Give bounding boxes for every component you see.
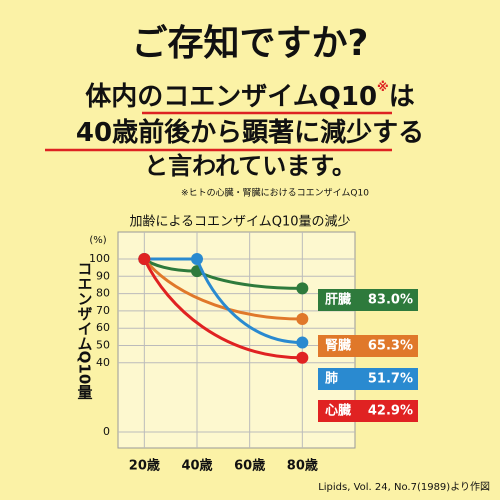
series-line [144, 257, 303, 345]
point [191, 253, 203, 265]
value-label: 42.9% [368, 404, 413, 419]
y-tick-label: 60 [96, 321, 110, 334]
value-label: 65.3% [368, 339, 413, 354]
x-tick-label: 60歳 [234, 458, 265, 474]
title: ご存知ですか? [132, 23, 369, 64]
text: する [372, 118, 424, 148]
y-label: コエンザイムQ10量 [76, 261, 94, 400]
mark: ※ [377, 80, 389, 94]
keyword: コエンザイムQ10 [163, 82, 377, 112]
point [296, 336, 309, 349]
legend-entry: 肝臓 [325, 292, 351, 308]
intro-line: 40歳前後から顕著に減少する [76, 117, 424, 148]
series-line [143, 258, 303, 321]
y-tick-label: 0 [103, 425, 110, 438]
y-tick-label: 70 [96, 304, 110, 317]
series-line [142, 258, 303, 360]
text: 体内の [85, 82, 163, 112]
label-box [318, 368, 418, 390]
note: ※ヒトの心臓・腎臓におけるコエンザイムQ10 [181, 188, 369, 199]
value-label: 83.0% [368, 293, 413, 308]
intro-line: 体内のコエンザイムQ10※は [85, 80, 414, 112]
plot-area [117, 231, 356, 449]
x-tick-label: 40歳 [181, 458, 212, 474]
legend-entry: 腎臓 [325, 338, 351, 354]
point [296, 313, 309, 326]
chart-title: 加齢によるコエンザイムQ10量の減少 [129, 214, 350, 230]
point [296, 282, 309, 295]
y-tick-label: 80 [96, 287, 110, 300]
y-tick-label: 50 [96, 339, 110, 352]
text: は [389, 82, 415, 112]
keyword: 40歳前後から顕著に減少 [76, 117, 372, 148]
label-box [318, 400, 418, 422]
y-tick-label: 100 [89, 252, 110, 265]
value-label: 51.7% [368, 372, 413, 387]
x-tick-label: 80歳 [287, 458, 318, 474]
legend-entry: 心臓 [325, 403, 351, 419]
legend-entry: 肺 [325, 371, 338, 387]
x-tick-label: 20歳 [129, 458, 160, 474]
y-unit: (%) [89, 235, 106, 246]
point [138, 253, 151, 265]
source: Lipids, Vol. 24, No.7(1989)より作図 [318, 481, 490, 493]
y-tick-label: 40 [96, 356, 110, 369]
y-tick-label: 90 [96, 269, 110, 282]
point [296, 351, 309, 364]
label-box [318, 335, 418, 357]
label-box [318, 289, 418, 311]
intro-line: と言われています。 [144, 152, 356, 180]
